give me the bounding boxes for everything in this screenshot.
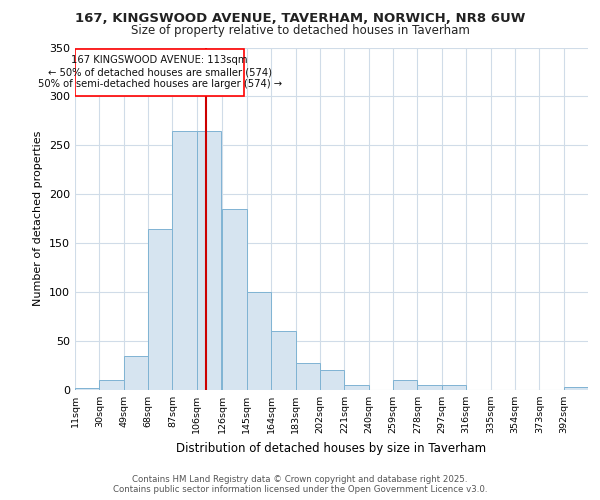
Text: ← 50% of detached houses are smaller (574): ← 50% of detached houses are smaller (57… xyxy=(47,67,272,77)
Bar xyxy=(197,130,221,390)
Bar xyxy=(148,228,172,390)
Bar xyxy=(418,385,442,390)
X-axis label: Distribution of detached houses by size in Taverham: Distribution of detached houses by size … xyxy=(176,442,487,454)
Bar xyxy=(247,292,271,390)
Text: Contains HM Land Registry data © Crown copyright and database right 2025.
Contai: Contains HM Land Registry data © Crown c… xyxy=(113,474,487,494)
Y-axis label: Number of detached properties: Number of detached properties xyxy=(34,131,43,306)
Bar xyxy=(100,380,124,390)
Bar xyxy=(124,356,148,390)
Text: 167, KINGSWOOD AVENUE, TAVERHAM, NORWICH, NR8 6UW: 167, KINGSWOOD AVENUE, TAVERHAM, NORWICH… xyxy=(75,12,525,26)
Bar xyxy=(344,385,368,390)
Text: Size of property relative to detached houses in Taverham: Size of property relative to detached ho… xyxy=(131,24,469,37)
Bar xyxy=(563,387,588,390)
Text: 167 KINGSWOOD AVENUE: 113sqm: 167 KINGSWOOD AVENUE: 113sqm xyxy=(71,56,248,66)
Bar xyxy=(442,385,466,390)
Text: 50% of semi-detached houses are larger (574) →: 50% of semi-detached houses are larger (… xyxy=(38,79,282,89)
Bar xyxy=(223,209,247,390)
FancyBboxPatch shape xyxy=(75,50,244,96)
Bar xyxy=(393,380,418,390)
Bar xyxy=(296,362,320,390)
Bar xyxy=(75,388,100,390)
Bar xyxy=(320,370,344,390)
Bar xyxy=(271,332,296,390)
Bar xyxy=(172,130,197,390)
